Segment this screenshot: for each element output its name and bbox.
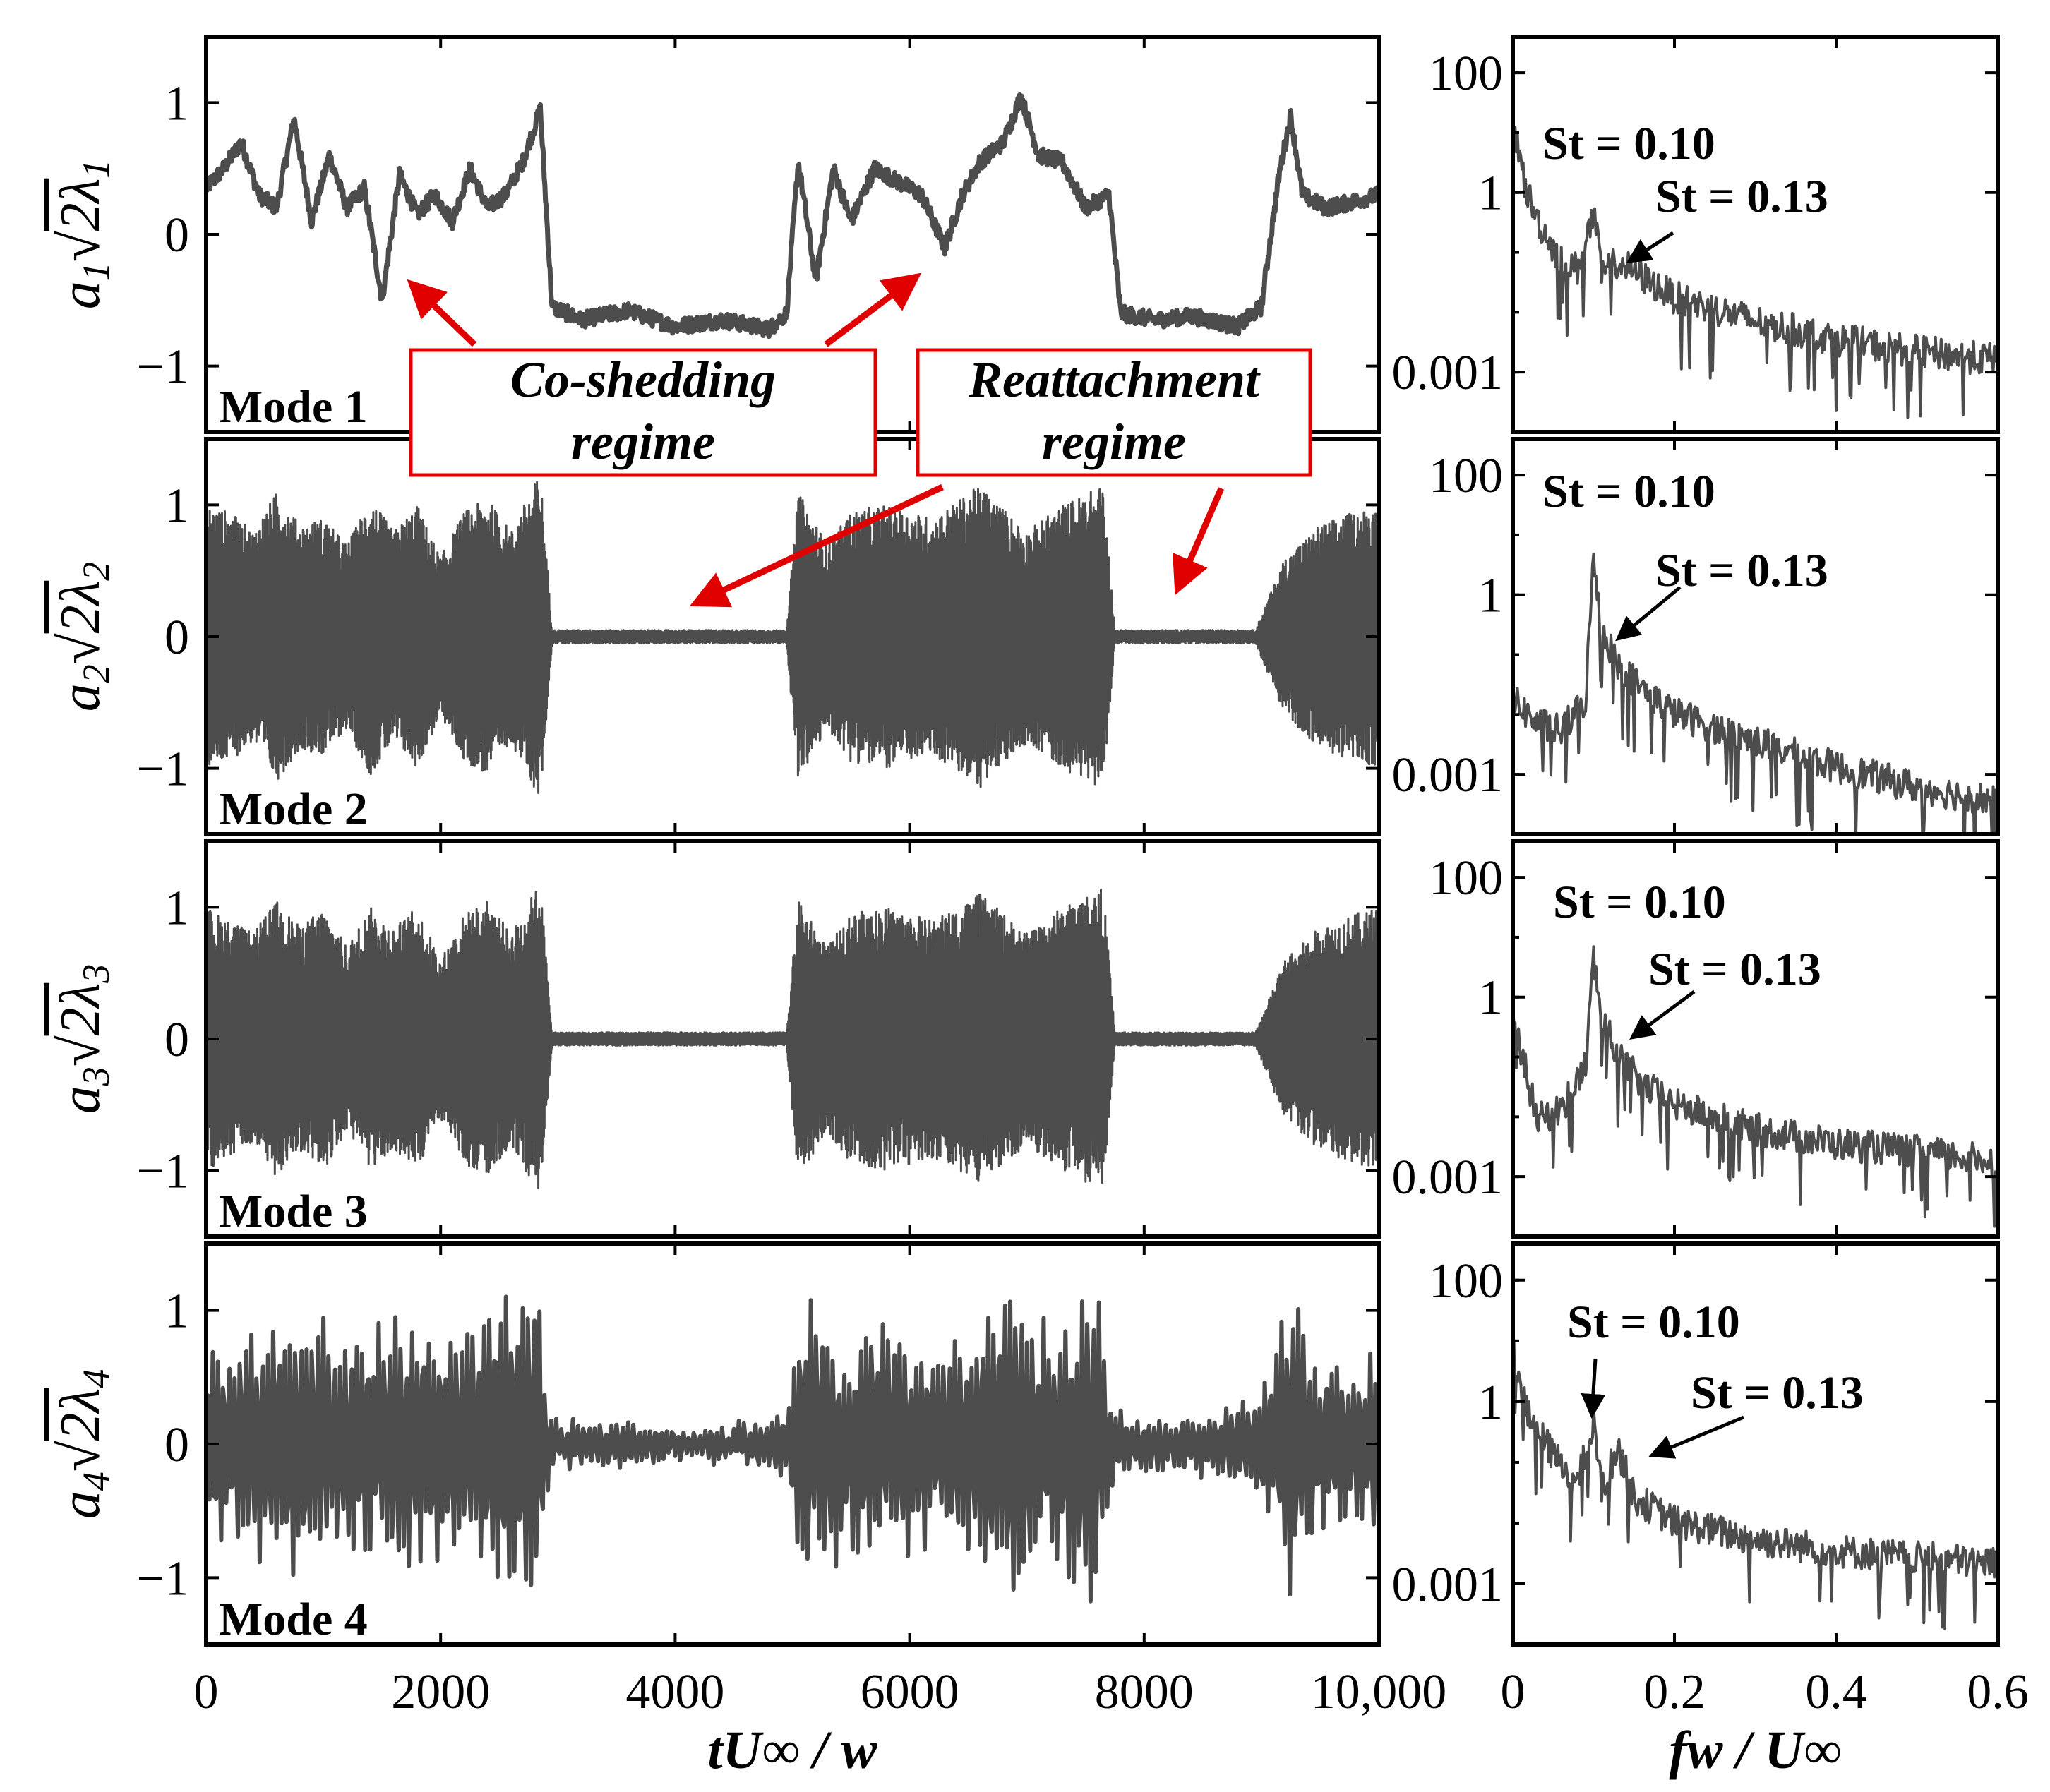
st-010-label: St = 0.10 [1567,1297,1740,1348]
regime-arrow [689,483,944,608]
y-tick-label: 0 [164,1418,189,1472]
x-tick-label: 6000 [861,1665,959,1719]
y-tick-label: 0 [164,1013,189,1067]
x-tick-label: 0.4 [1805,1665,1867,1719]
y-tick-label: 100 [1429,851,1503,906]
spectrum-1-series [1513,126,1998,419]
y-tick-label: 1 [1478,167,1503,221]
reattachment-box: Reattachment regime [916,348,1312,477]
spectrum-frame-4 [1511,1241,2000,1647]
st-arrow [1629,990,1696,1040]
st-010-label: St = 0.10 [1542,118,1715,169]
timeseries-panel-4 [204,1241,1381,1647]
y-tick-label: 100 [1429,47,1503,101]
x-tick-label: 2000 [391,1665,490,1719]
y-tick-label: 1 [164,76,189,131]
y-tick-label: 0 [164,611,189,665]
y-tick-label: 1 [1478,1376,1503,1430]
reattachment-regime-label: regime [1042,414,1186,470]
y-tick-label: 0 [164,208,189,263]
spectrum-panel-1 [1511,35,2000,434]
st-013-label: St = 0.13 [1655,171,1828,222]
y-tick-label: 1 [164,479,189,533]
co-shedding-box: Co-shedding regime [409,348,877,477]
spectrum-frame-2 [1511,437,2000,836]
spectrum-frame-3 [1511,839,2000,1239]
y-tick-label: 100 [1429,1254,1503,1309]
co-shedding-regime-label: regime [571,414,715,470]
co-shedding-label: Co-shedding [510,351,776,408]
spectrum-panel-3 [1511,839,2000,1239]
mode-3-series [206,888,1379,1189]
st-010-label: St = 0.10 [1553,877,1726,928]
mode-2-series [206,481,1379,794]
y-axis-label: a1√2λ1 [49,160,117,310]
y-tick-label: 0.001 [1392,346,1504,400]
st-013-label: St = 0.13 [1691,1367,1864,1419]
y-tick-label: 1 [1478,971,1503,1026]
y-tick-label: 100 [1429,449,1503,503]
regime-arrow [824,272,922,347]
y-axis-label: a2√2λ2 [49,562,117,712]
st-arrow [1581,1358,1606,1419]
x-tick-label: 0 [1501,1665,1525,1719]
x-tick-label: 0.2 [1643,1665,1706,1719]
regime-arrow [1173,487,1225,596]
mode-label: Mode 4 [219,1594,368,1645]
mode-label: Mode 2 [219,783,368,835]
y-tick-label: 0.001 [1392,1558,1504,1612]
x-tick-label: 8000 [1095,1665,1194,1719]
st-arrow [1626,231,1674,263]
spectrum-2-series [1513,552,1998,834]
y-tick-label: −1 [137,1551,189,1606]
spectrum-panel-2 [1511,437,2000,836]
y-tick-label: −1 [137,742,189,797]
mode-label: Mode 1 [219,381,368,433]
st-013-label: St = 0.13 [1655,545,1828,596]
y-tick-label: −1 [137,340,189,395]
mode-label: Mode 3 [219,1186,368,1237]
y-tick-label: 1 [164,881,189,935]
x-axis-label: fw / U∞ [1669,1721,1841,1780]
y-tick-label: −1 [137,1145,189,1199]
y-axis-label: a4√2λ4 [49,1369,117,1520]
timeseries-panel-2 [204,437,1381,836]
spectrum-3-series [1513,945,1998,1228]
y-axis-label: a3√2λ3 [49,964,117,1114]
mode-4-series [206,1294,1379,1604]
y-tick-label: 0.001 [1392,748,1504,802]
spectrum-frame-1 [1511,35,2000,434]
st-arrow [1615,586,1682,642]
mode-1-series [206,92,1379,339]
reattachment-label: Reattachment [968,351,1261,408]
x-axis-label: tU∞ / w [708,1721,877,1780]
regime-arrow [407,279,477,347]
x-tick-label: 4000 [625,1665,724,1719]
x-tick-label: 0 [194,1665,219,1719]
y-tick-label: 0.001 [1392,1150,1504,1205]
y-tick-label: 1 [1478,569,1503,623]
st-arrow [1648,1415,1744,1459]
timeseries-panel-3 [204,839,1381,1239]
st-013-label: St = 0.13 [1648,944,1821,995]
x-tick-label: 10,000 [1311,1665,1447,1719]
x-tick-label: 0.6 [1967,1665,2029,1719]
y-tick-label: 1 [164,1285,189,1339]
st-010-label: St = 0.10 [1542,466,1715,517]
